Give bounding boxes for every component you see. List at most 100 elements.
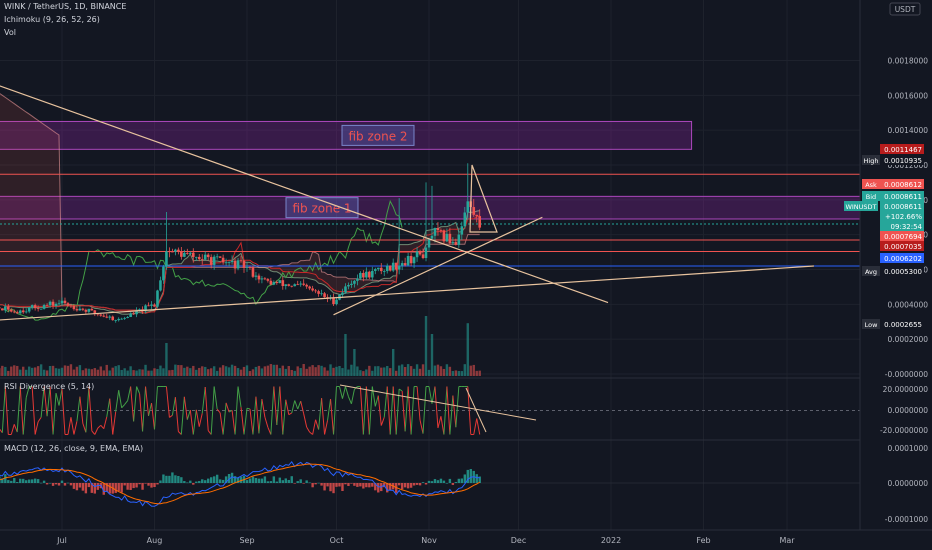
fib-zone-2[interactable] [0,195,861,220]
candle-body[interactable] [15,312,19,314]
candle-body[interactable] [341,292,344,295]
candle-body[interactable] [475,214,479,217]
candle-body[interactable] [424,247,428,259]
candle-body[interactable] [269,280,273,285]
candle-body[interactable] [427,238,431,248]
candle-body[interactable] [442,230,446,242]
trendline-0[interactable] [0,76,609,304]
candle-body[interactable] [391,262,395,271]
candle-body[interactable] [260,278,264,280]
candle-body[interactable] [168,251,171,253]
rsi-divergence-line[interactable] [339,384,537,421]
candle-body[interactable] [406,256,410,266]
candle-body[interactable] [388,265,392,271]
candle-body[interactable] [4,306,7,311]
candle-body[interactable] [275,282,279,284]
candle-body[interactable] [197,256,201,260]
candle-body[interactable] [359,272,362,279]
candle-body[interactable] [302,283,305,285]
candle-body[interactable] [454,242,458,245]
candle-body[interactable] [180,251,183,257]
candle-body[interactable] [385,265,389,272]
candle-body[interactable] [135,310,138,315]
candle-body[interactable] [72,305,76,310]
candle-body[interactable] [472,207,476,215]
candle-body[interactable] [165,251,168,267]
candle-body[interactable] [108,316,112,318]
candle-body[interactable] [129,313,132,318]
candle-body[interactable] [99,314,103,316]
candle-body[interactable] [54,303,58,306]
candle-body[interactable] [156,290,159,307]
candle-body[interactable] [308,286,311,289]
currency-box[interactable] [889,2,921,16]
candle-body[interactable] [248,267,252,268]
candle-body[interactable] [24,311,28,313]
candle-body[interactable] [233,260,237,269]
ichimoku-legend[interactable]: Ichimoku (9, 26, 52, 26) [4,15,100,24]
candle-body[interactable] [278,280,282,284]
candle-body[interactable] [75,309,79,311]
candle-body[interactable] [376,267,380,270]
candle-body[interactable] [30,305,34,308]
candle-body[interactable] [215,256,219,258]
candle-body[interactable] [111,316,115,321]
candle-body[interactable] [191,252,195,258]
candle-body[interactable] [239,260,243,262]
candle-body[interactable] [439,230,443,231]
candle-body[interactable] [186,252,189,254]
candle-body[interactable] [162,266,165,281]
candle-body[interactable] [299,283,302,285]
candle-body[interactable] [305,284,308,287]
candle-body[interactable] [236,260,240,269]
candle-body[interactable] [0,307,1,309]
candle-body[interactable] [400,263,404,266]
candle-body[interactable] [57,303,61,305]
candle-body[interactable] [451,242,455,244]
candle-body[interactable] [153,304,156,307]
candle-body[interactable] [36,308,40,309]
candle-body[interactable] [69,305,73,307]
candle-body[interactable] [126,317,129,318]
candle-body[interactable] [403,263,407,266]
candle-body[interactable] [84,309,88,312]
candle-body[interactable] [183,252,186,257]
candle-body[interactable] [147,305,150,307]
candle-body[interactable] [314,290,317,292]
candle-body[interactable] [27,307,31,312]
candle-body[interactable] [120,318,123,320]
candle-body[interactable] [284,284,288,287]
candle-body[interactable] [177,249,180,252]
candle-body[interactable] [281,280,285,287]
candle-body[interactable] [117,318,120,321]
candle-body[interactable] [159,280,162,291]
candle-body[interactable] [171,251,174,253]
candle-body[interactable] [433,227,437,236]
candle-body[interactable] [371,270,374,278]
candle-body[interactable] [63,300,67,304]
candle-body[interactable] [18,310,22,314]
candle-body[interactable] [457,234,461,245]
candle-body[interactable] [412,257,416,264]
candle-body[interactable] [350,283,353,285]
candle-body[interactable] [430,235,434,239]
candle-body[interactable] [347,284,350,287]
candle-body[interactable] [1,308,4,311]
candle-body[interactable] [78,308,82,311]
candle-body[interactable] [60,300,64,304]
candle-body[interactable] [379,267,383,272]
candle-body[interactable] [200,259,204,260]
candle-body[interactable] [421,254,425,259]
candle-body[interactable] [415,251,419,258]
triangle-drawing[interactable] [469,164,498,233]
candle-body[interactable] [132,313,135,315]
candle-body[interactable] [266,279,270,281]
vol-legend[interactable]: Vol [4,28,16,37]
candle-body[interactable] [150,304,153,306]
candle-body[interactable] [251,267,255,277]
candle-body[interactable] [221,257,225,263]
candle-body[interactable] [356,278,359,281]
candle-body[interactable] [418,251,422,255]
candle-body[interactable] [478,216,482,228]
